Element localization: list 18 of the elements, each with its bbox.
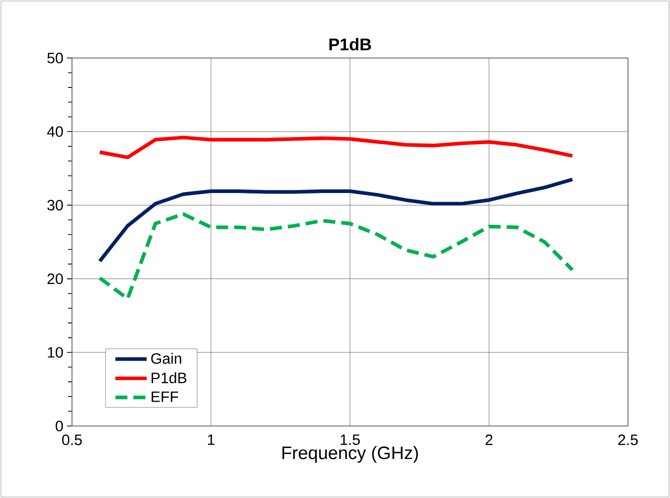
line-series [98,178,574,263]
x-tick-label: 1.5 [340,434,360,445]
y-tick-label: 40 [47,126,63,137]
legend-label: Gain [151,352,182,364]
x-tick-label: 1 [208,434,214,445]
x-tick-label: 2 [486,434,492,445]
x-axis-title: Frequency (GHz) [282,446,418,463]
legend-label: P1dB [152,372,186,384]
x-tick-label: 2.5 [618,434,638,446]
y-tick-label: 0 [56,420,63,432]
y-tick-label: 10 [48,347,63,358]
chart-title: P1dB [329,38,371,50]
y-tick-label: 20 [48,273,63,284]
line-series [98,212,574,300]
y-tick-label: 30 [47,200,63,210]
y-tick-label: 50 [47,52,63,64]
legend-label: EFF [152,392,178,402]
x-tick-label: 0.5 [62,434,82,446]
